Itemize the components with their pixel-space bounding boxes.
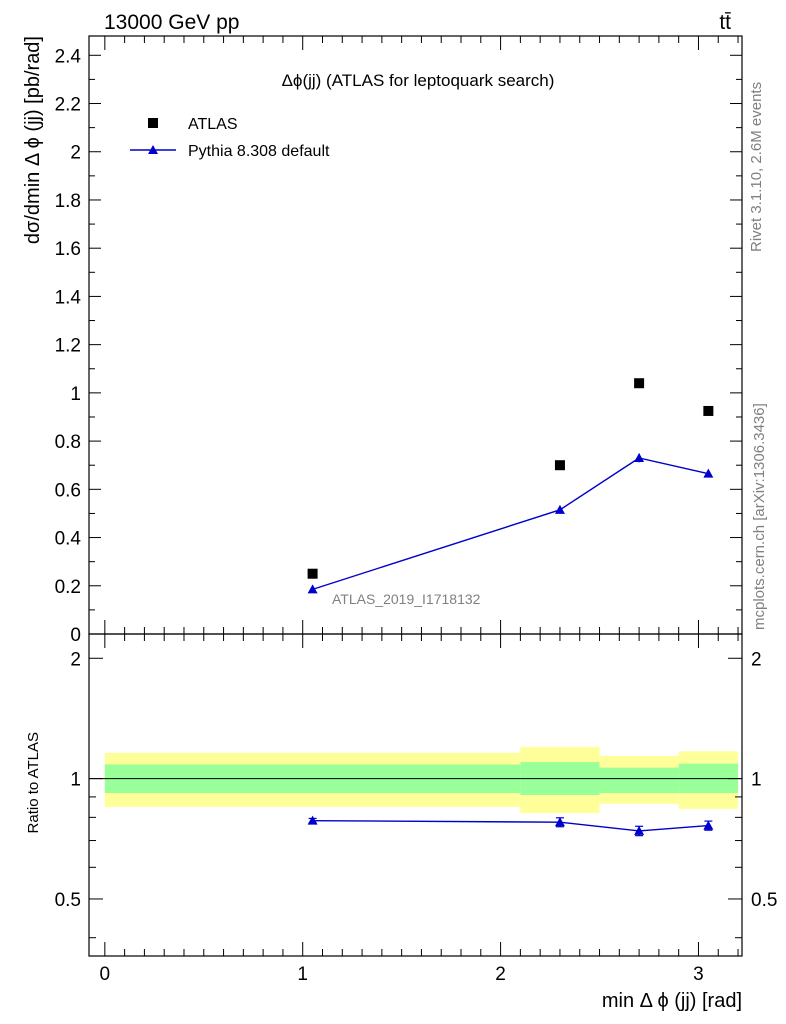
x-axis-title: min Δ ϕ (jj) [rad] — [602, 990, 742, 1012]
main-ytick-label: 0.6 — [55, 480, 81, 501]
pythia-point — [307, 584, 318, 594]
energy-label: 13000 GeV pp — [104, 11, 239, 34]
ratio-y-axis-title: Ratio to ATLAS — [25, 732, 42, 833]
analysis-watermark: ATLAS_2019_I1718132 — [332, 591, 481, 607]
ratio-pythia-point — [554, 817, 565, 827]
ratio-ytick-label-left: 1 — [70, 770, 81, 791]
ratio-pythia-point — [307, 815, 318, 825]
xtick-label: 3 — [693, 964, 704, 985]
ratio-ytick-label-left: 2 — [70, 649, 81, 670]
ratio-ytick-label-right: 2 — [751, 649, 762, 670]
ratio-pythia-point — [703, 820, 714, 830]
main-ytick-label: 2.2 — [55, 95, 81, 116]
ratio-ytick-label-right: 1 — [751, 770, 762, 791]
main-ytick-label: 1.8 — [55, 191, 81, 212]
main-panel-frame — [88, 35, 743, 635]
xtick-label: 1 — [297, 964, 308, 985]
atlas-data-point — [634, 378, 645, 389]
process-label: tt̄ — [719, 11, 731, 34]
legend-mc-label: Pythia 8.308 default — [188, 143, 330, 160]
main-data-layer — [307, 378, 714, 594]
ratio-panel-frame — [88, 633, 743, 957]
main-ytick-label: 1.4 — [55, 287, 82, 308]
xtick-label: 0 — [100, 964, 111, 985]
main-ytick-label: 1 — [70, 384, 81, 405]
main-ytick-label: 2.4 — [55, 46, 82, 67]
atlas-data-point — [703, 405, 714, 416]
ratio-ytick-label-right: 0.5 — [751, 890, 777, 911]
pythia-point — [554, 504, 565, 514]
main-ytick-label: 0 — [70, 625, 81, 646]
ratio-pythia-line — [312, 819, 709, 832]
atlas-data-point — [307, 568, 318, 579]
axis-ticks: 0 0.2 0.4 0.6 0.8 1 1.2 1.4 1.6 1.8 2 2.2 2.4 0 1 2 3 0.5… — [55, 36, 777, 985]
legend-mc-marker — [148, 145, 158, 154]
band-inner-2 — [599, 767, 679, 794]
ratio-pythia-point — [634, 825, 645, 835]
main-y-axis-title: dσ/dmin Δ ϕ (jj) [pb/rad] — [22, 36, 44, 244]
ratio-uncertainty-bands — [89, 746, 742, 814]
ratio-ytick-label-left: 0.5 — [55, 890, 81, 911]
atlas-data-point — [554, 460, 565, 471]
legend: ATLAS Pythia 8.308 default — [130, 116, 330, 160]
main-ytick-label: 0.4 — [55, 529, 82, 550]
legend-data-label: ATLAS — [188, 116, 238, 133]
main-ytick-label: 1.2 — [55, 336, 81, 357]
legend-data-marker — [148, 118, 158, 128]
rivet-info: Rivet 3.1.10, 2.6M events — [748, 82, 765, 252]
pythia-point — [703, 468, 714, 478]
main-ytick-label: 0.8 — [55, 432, 81, 453]
mcplots-credit: mcplots.cern.ch [arXiv:1306.3436] — [751, 403, 768, 630]
ratio-data-layer — [307, 815, 714, 837]
main-ytick-label: 1.6 — [55, 239, 81, 260]
main-ytick-label: 0.2 — [55, 577, 81, 598]
main-ytick-label: 2 — [70, 143, 81, 164]
pythia-point — [634, 452, 645, 462]
xtick-label: 2 — [495, 964, 506, 985]
main-chart-title: Δϕ(jj) (ATLAS for leptoquark search) — [282, 71, 555, 90]
pythia-line — [312, 457, 709, 591]
